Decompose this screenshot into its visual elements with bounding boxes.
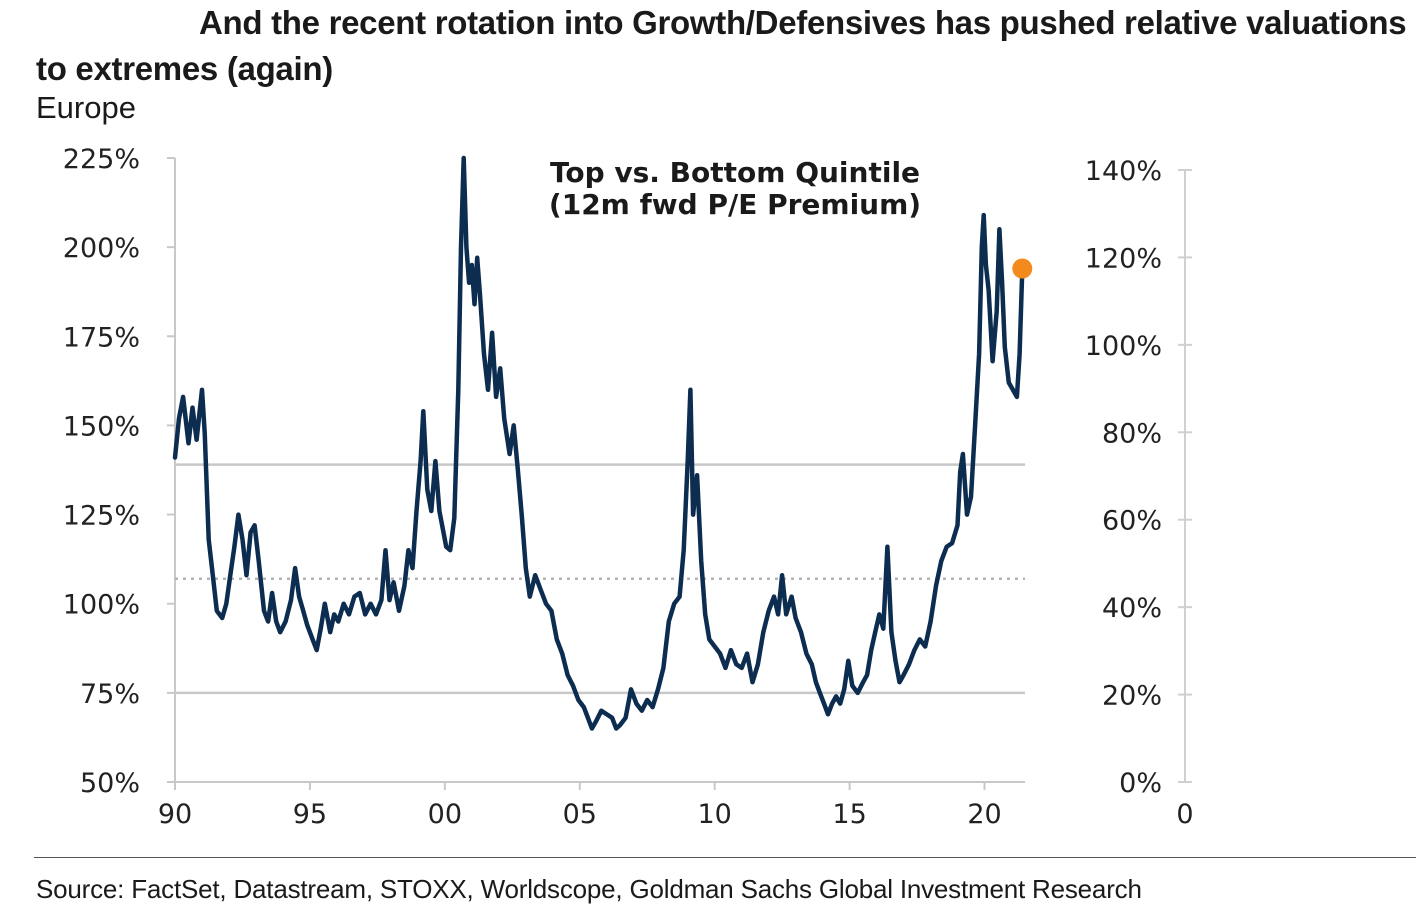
right-axis-tick-label: 0% <box>1119 768 1162 799</box>
right-axis-tick-label: 140% <box>1085 156 1162 187</box>
right-axis-tick-label: 120% <box>1085 243 1162 274</box>
left-axis-tick-label: 175% <box>63 322 140 353</box>
x-axis-tick-label: 10 <box>698 799 732 830</box>
left-axis-tick-label: 75% <box>80 679 140 710</box>
right-axis-tick-label: 80% <box>1102 418 1162 449</box>
page-title: And the recent rotation into Growth/Defe… <box>36 4 1407 87</box>
chart-subtitle: Europe <box>36 90 136 125</box>
reference-lines <box>175 463 1025 695</box>
source-note: Source: FactSet, Datastream, STOXX, Worl… <box>36 874 1142 904</box>
x-axis-tick-label: 05 <box>563 799 597 830</box>
x-axis-tick-label: 00 <box>428 799 462 830</box>
right-axis-x-tick-label: 0 <box>1176 799 1193 830</box>
x-axis-tick-label: 90 <box>158 799 192 830</box>
left-axis-tick-label: 225% <box>63 144 140 175</box>
chart-annotation-line: (12m fwd P/E Premium) <box>549 188 921 221</box>
line-chart: 50% 75% 100% 125% 150% 175% 200% 225% 0% 20% 40% 60… <box>63 144 1194 830</box>
series-line <box>172 155 1025 731</box>
chart-annotation: Top vs. Bottom Quintile(12m fwd P/E Prem… <box>549 156 921 221</box>
x-axis-tick-label: 95 <box>293 799 327 830</box>
chart-annotation-line: Top vs. Bottom Quintile <box>550 156 920 189</box>
axes: 50% 75% 100% 125% 150% 175% 200% 225% 0% 20% 40% 60… <box>63 144 1194 830</box>
series-group <box>172 155 1033 731</box>
left-axis-tick-label: 200% <box>63 233 140 264</box>
right-axis-tick-label: 40% <box>1102 593 1162 624</box>
x-axis-tick-label: 20 <box>967 799 1001 830</box>
x-axis-tick-label: 15 <box>832 799 866 830</box>
left-axis-tick-label: 125% <box>63 501 140 532</box>
left-axis-tick-label: 50% <box>80 768 140 799</box>
right-axis-tick-label: 100% <box>1085 331 1162 362</box>
right-axis-tick-label: 60% <box>1102 506 1162 537</box>
footer-divider <box>34 857 1416 858</box>
left-axis-tick-label: 100% <box>63 590 140 621</box>
last-point-marker <box>1012 258 1033 279</box>
right-axis-tick-label: 20% <box>1102 681 1162 712</box>
left-axis-tick-label: 150% <box>63 411 140 442</box>
